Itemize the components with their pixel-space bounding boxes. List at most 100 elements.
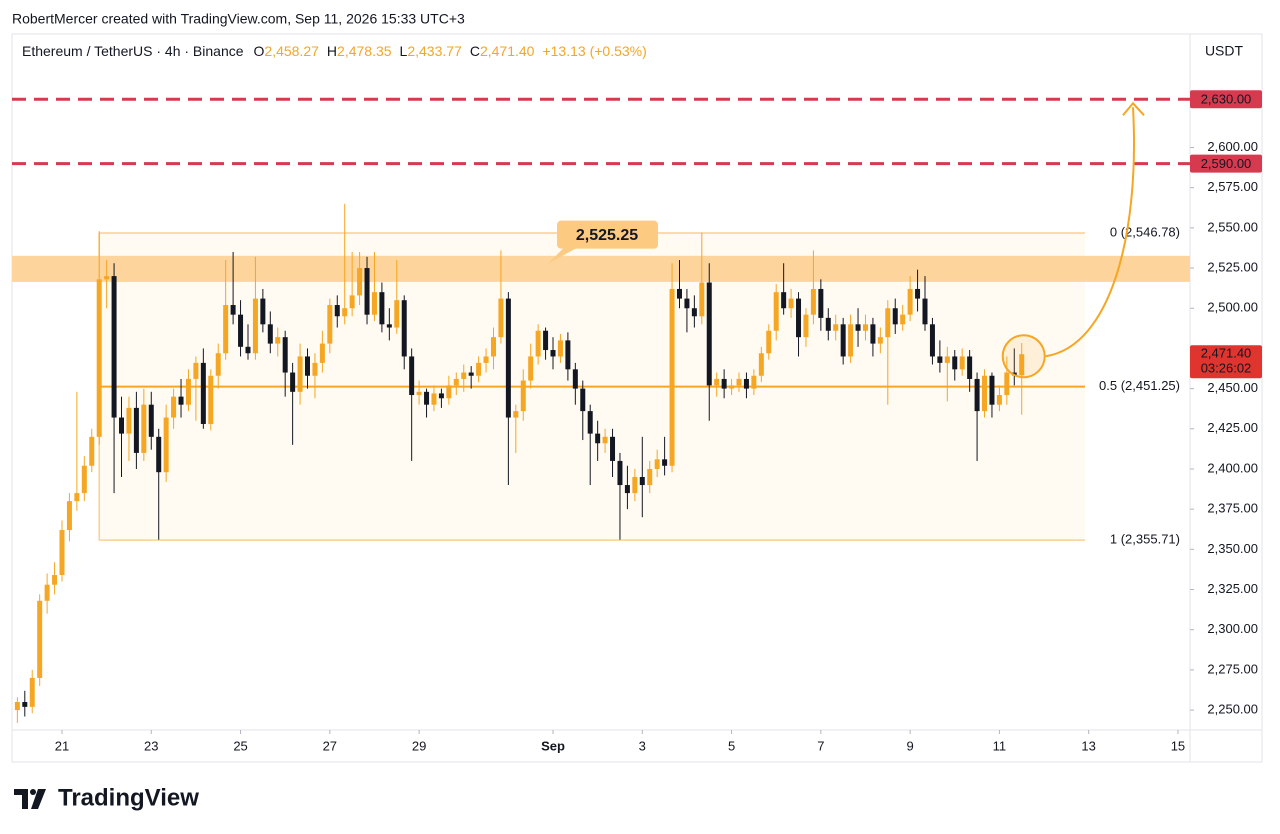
candle-body bbox=[944, 356, 950, 363]
logo-text: TradingView bbox=[58, 784, 199, 811]
candle-body bbox=[654, 459, 660, 469]
candle-body bbox=[453, 378, 459, 386]
candle-body bbox=[929, 324, 935, 357]
candle-body bbox=[245, 346, 251, 354]
candle-body bbox=[468, 372, 474, 376]
candle-body bbox=[751, 375, 757, 389]
candle-body bbox=[915, 288, 921, 299]
candle-body bbox=[44, 584, 50, 601]
x-tick-label: 3 bbox=[639, 738, 646, 753]
y-tick-label: 2,375.00 bbox=[1207, 501, 1258, 516]
candle-body bbox=[691, 308, 697, 317]
x-tick-label: 13 bbox=[1081, 738, 1095, 753]
candle-body bbox=[825, 317, 831, 331]
candle-body bbox=[714, 378, 720, 386]
x-tick-label: 29 bbox=[412, 738, 426, 753]
candle-body bbox=[490, 337, 496, 357]
candle-body bbox=[319, 343, 325, 363]
candle-body bbox=[379, 292, 385, 325]
candle-body bbox=[156, 436, 162, 473]
focus-circle bbox=[1001, 334, 1046, 379]
candle-body bbox=[669, 288, 675, 466]
candle-body bbox=[959, 356, 965, 370]
candle-body bbox=[104, 276, 110, 280]
candle-body bbox=[59, 530, 65, 576]
candle-body bbox=[1019, 354, 1025, 376]
candle-body bbox=[401, 300, 407, 357]
candle-body bbox=[424, 391, 430, 405]
projection-arrow bbox=[1045, 107, 1135, 358]
y-tick-label: 2,525.00 bbox=[1207, 259, 1258, 274]
credit: RobertMercer created with TradingView.co… bbox=[12, 11, 465, 27]
candle-body bbox=[580, 388, 586, 412]
level-label: 2,630.00 bbox=[1201, 92, 1252, 107]
y-tick-label: 2,300.00 bbox=[1207, 621, 1258, 636]
candle-body bbox=[260, 298, 266, 325]
candle-body bbox=[386, 324, 392, 328]
candle-body bbox=[252, 298, 258, 354]
candle-body bbox=[66, 501, 72, 531]
candle-body bbox=[126, 407, 132, 434]
callout-box bbox=[557, 220, 658, 249]
x-tick-label: 27 bbox=[323, 738, 337, 753]
candle-body bbox=[193, 362, 199, 379]
candle-body bbox=[982, 375, 988, 412]
candle-body bbox=[238, 314, 244, 347]
legend-item: 2,478.35 bbox=[337, 43, 392, 59]
y-tick-label: 2,550.00 bbox=[1207, 219, 1258, 234]
candle-body bbox=[342, 308, 348, 317]
candle-body bbox=[141, 404, 147, 453]
candle-body bbox=[766, 330, 772, 354]
candle-body bbox=[587, 411, 593, 434]
candle-body bbox=[773, 292, 779, 331]
candle-body bbox=[647, 468, 653, 486]
x-tick-label: 5 bbox=[728, 738, 735, 753]
candle-body bbox=[736, 378, 742, 386]
candle-body bbox=[624, 485, 630, 494]
candle-body bbox=[996, 395, 1002, 405]
x-tick-label: 21 bbox=[55, 738, 69, 753]
candle-body bbox=[22, 702, 28, 707]
candle-body bbox=[900, 314, 906, 325]
candle-body bbox=[513, 411, 519, 418]
candle-body bbox=[505, 298, 511, 418]
candle-body bbox=[446, 385, 452, 399]
candle-body bbox=[796, 298, 802, 338]
legend-item: 2,433.77 bbox=[407, 43, 462, 59]
candle-body bbox=[855, 324, 861, 331]
candle-body bbox=[1004, 372, 1010, 396]
candle-body bbox=[29, 677, 35, 707]
candle-body bbox=[528, 356, 534, 381]
candle-body bbox=[215, 353, 221, 376]
candle-body bbox=[394, 300, 400, 328]
candle-body bbox=[476, 362, 482, 376]
candle-body bbox=[409, 356, 415, 396]
last-price-box bbox=[1190, 345, 1262, 379]
countdown: 03:26:02 bbox=[1201, 361, 1252, 376]
candle-body bbox=[290, 372, 296, 392]
x-tick-label: 9 bbox=[907, 738, 914, 753]
x-tick-label: 25 bbox=[233, 738, 247, 753]
candle-body bbox=[133, 407, 139, 453]
legend-item: Ethereum / TetherUS · 4h · Binance bbox=[22, 43, 244, 59]
candle-body bbox=[520, 380, 526, 412]
candle-body bbox=[148, 404, 154, 437]
candle-body bbox=[781, 292, 787, 309]
candle-body bbox=[870, 324, 876, 344]
candle-body bbox=[111, 276, 117, 418]
candle-body bbox=[729, 385, 735, 389]
overlay-layer: 2,250.00 2,275.00 2,300.00 2,325.00 2,350.00… bbox=[12, 90, 1262, 753]
candle-body bbox=[461, 372, 467, 379]
candle-body bbox=[178, 396, 184, 405]
candle-body bbox=[438, 393, 444, 399]
logo: TradingView bbox=[14, 784, 199, 811]
legend-item: 2,458.27 bbox=[264, 43, 319, 59]
candle-body bbox=[498, 298, 504, 338]
candle-body bbox=[305, 356, 311, 376]
legend-item: O bbox=[254, 43, 265, 59]
candle-body bbox=[632, 477, 638, 494]
candle-body bbox=[937, 356, 943, 363]
x-tick-label: 7 bbox=[817, 738, 824, 753]
candle-body bbox=[810, 288, 816, 315]
candle-body bbox=[535, 330, 541, 357]
